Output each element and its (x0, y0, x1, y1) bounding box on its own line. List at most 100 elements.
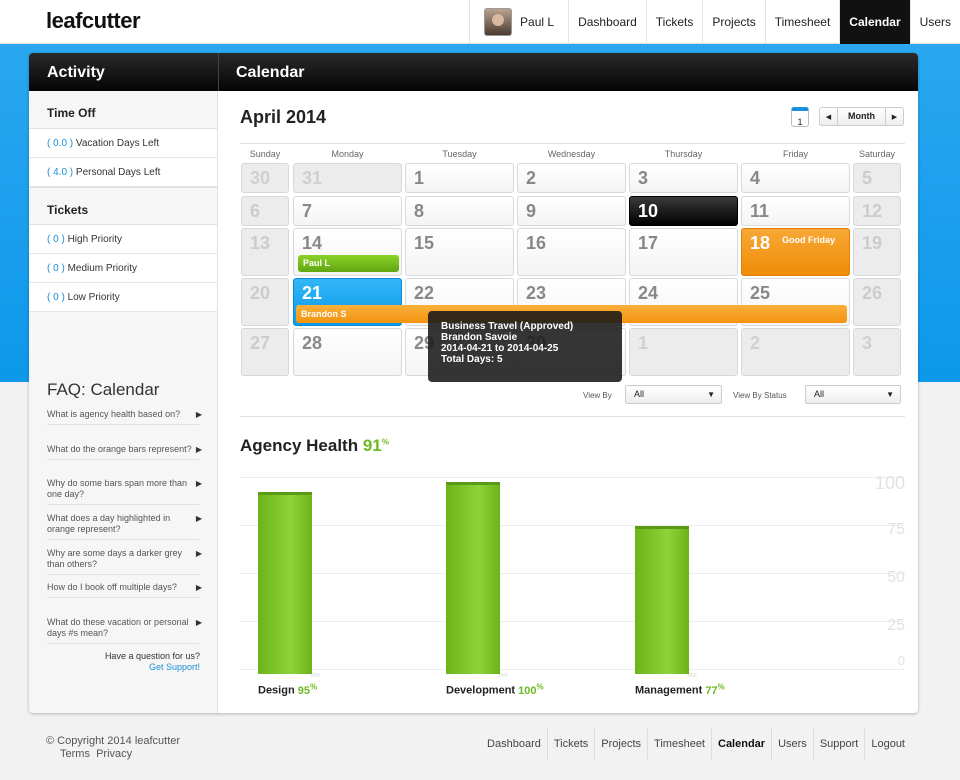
faq-item[interactable]: What do the orange bars represent? ▶ (47, 444, 202, 460)
day-number: 5 (862, 168, 873, 188)
avatar (484, 8, 513, 36)
footer-timesheet[interactable]: Timesheet (647, 728, 711, 760)
faq-question: How do I book off multiple days? (47, 582, 177, 592)
bar-value-number: 77 (705, 684, 718, 697)
calendar-day-cell[interactable]: 5 (853, 163, 901, 193)
holiday-label: Good Friday (782, 235, 836, 245)
footer-logout[interactable]: Logout (864, 728, 911, 760)
footer-dashboard[interactable]: Dashboard (487, 738, 541, 750)
tickets-medium-item[interactable]: ( 0 ) Medium Priority (29, 254, 217, 283)
calendar-day-cell[interactable]: 3 (853, 328, 901, 376)
calendar-day-cell[interactable]: 7 (293, 196, 402, 226)
calendar-day-cell[interactable]: 20 (241, 278, 289, 326)
calendar-day-cell[interactable]: 1 (629, 328, 738, 376)
calendar-day-cell[interactable]: 3 (629, 163, 738, 193)
calendar-day-cell[interactable]: 2 (741, 328, 850, 376)
nav-timesheet[interactable]: Timesheet (764, 0, 840, 44)
view-by-status-select[interactable]: All ▼ (805, 385, 901, 404)
faq-question: What do the orange bars represent? (47, 444, 192, 454)
day-number: 30 (250, 168, 271, 188)
footer-tickets[interactable]: Tickets (546, 728, 594, 760)
bar-value-number: 95 (297, 684, 310, 697)
calendar-day-cell[interactable]: 9 (517, 196, 626, 226)
nav-dashboard[interactable]: Dashboard (568, 0, 646, 44)
calendar-day-cell[interactable]: 13 (241, 228, 289, 276)
faq-item[interactable]: What does a day highlighted in orange re… (47, 513, 202, 540)
event-bar-paul[interactable]: Paul L (298, 255, 399, 272)
nav-projects[interactable]: Projects (702, 0, 764, 44)
user-menu[interactable]: Paul L (469, 0, 568, 44)
footer-users[interactable]: Users (771, 728, 813, 760)
calendar-day-cell[interactable]: 26 (853, 278, 901, 326)
caret-right-icon: ▶ (195, 583, 202, 592)
calendar-day-cell[interactable]: 12 (853, 196, 901, 226)
calendar-day-cell[interactable]: 30 (241, 163, 289, 193)
caret-right-icon: ▶ (195, 514, 202, 523)
chart-gridline (240, 621, 905, 622)
day-number: 2 (526, 168, 537, 188)
faq-item[interactable]: What do these vacation or personal days … (47, 617, 202, 644)
personal-days-item[interactable]: ( 4.0 ) Personal Days Left (29, 158, 217, 187)
calendar-day-cell[interactable]: 15 (405, 228, 514, 276)
logo[interactable]: leafcutter (46, 8, 141, 33)
faq-title: FAQ: Calendar (47, 380, 160, 399)
day-number: 1 (638, 333, 649, 353)
time-off-heading: Time Off (29, 91, 217, 129)
faq-question: What does a day highlighted in orange re… (47, 513, 171, 534)
chart-gridline (240, 573, 905, 574)
terms-link[interactable]: Terms (60, 748, 90, 760)
day-number: 13 (250, 233, 271, 253)
calendar-day-cell[interactable]: 11 (741, 196, 850, 226)
vacation-days-item[interactable]: ( 0.0 ) Vacation Days Left (29, 129, 217, 158)
tickets-heading: Tickets (29, 187, 217, 225)
view-by-select[interactable]: All ▼ (625, 385, 722, 404)
user-name: Paul L (520, 15, 555, 29)
footer-support[interactable]: Support (812, 728, 865, 760)
chart-bar (635, 526, 697, 677)
calendar-day-cell[interactable]: 4 (741, 163, 850, 193)
footer-calendar[interactable]: Calendar (711, 728, 771, 760)
chart-gridline (240, 477, 905, 478)
today-calendar-icon[interactable]: 1 (791, 107, 809, 127)
calendar-day-cell[interactable]: 28 (293, 328, 402, 376)
main-nav: Paul L Dashboard Tickets Projects Timesh… (469, 0, 960, 44)
calendar-day-cell[interactable]: 2 (517, 163, 626, 193)
view-by-value: All (634, 389, 645, 399)
footer-nav: Dashboard Tickets Projects Timesheet Cal… (481, 728, 911, 760)
tickets-low-label: Low Priority (67, 292, 120, 303)
bar-value-number: 100 (518, 684, 537, 697)
prev-arrow-icon[interactable]: ◀ (825, 113, 832, 121)
nav-tickets[interactable]: Tickets (645, 0, 703, 44)
calendar-day-cell[interactable]: 8 (405, 196, 514, 226)
support-question: Have a question for us? (104, 651, 200, 661)
tickets-low-item[interactable]: ( 0 ) Low Priority (29, 283, 217, 312)
view-month-button[interactable]: Month (837, 108, 886, 125)
calendar-day-cell[interactable]: 16 (517, 228, 626, 276)
day-number: 10 (638, 201, 659, 221)
calendar-day-cell[interactable]: 17 (629, 228, 738, 276)
footer-projects[interactable]: Projects (594, 728, 647, 760)
day-number: 14 (302, 233, 323, 253)
nav-calendar[interactable]: Calendar (839, 0, 910, 44)
tickets-high-item[interactable]: ( 0 ) High Priority (29, 225, 217, 254)
calendar-day-cell[interactable]: 1 (405, 163, 514, 193)
privacy-link[interactable]: Privacy (96, 748, 133, 760)
faq-item[interactable]: What is agency health based on? ▶ (47, 409, 202, 425)
calendar-day-cell[interactable]: 31 (293, 163, 402, 193)
bar-label: Management 77% (635, 682, 725, 697)
faq-item[interactable]: How do I book off multiple days? ▶ (47, 582, 202, 598)
faq-item[interactable]: Why do some bars span more than one day?… (47, 478, 202, 505)
day-number: 9 (526, 201, 537, 221)
tickets-high-label: High Priority (67, 234, 123, 245)
calendar-day-cell[interactable]: 18 Good Friday (741, 228, 850, 276)
next-arrow-icon[interactable]: ▶ (891, 113, 898, 121)
day-number: 23 (526, 283, 547, 303)
calendar-day-cell[interactable]: 10 (629, 196, 738, 226)
faq-item[interactable]: Why are some days a darker grey than oth… (47, 548, 202, 575)
vacation-days-label: Vacation Days Left (75, 138, 160, 149)
get-support-link[interactable]: Get Support! (148, 662, 200, 672)
nav-users[interactable]: Users (909, 0, 960, 44)
calendar-day-cell[interactable]: 27 (241, 328, 289, 376)
calendar-day-cell[interactable]: 19 (853, 228, 901, 276)
calendar-day-cell[interactable]: 6 (241, 196, 289, 226)
